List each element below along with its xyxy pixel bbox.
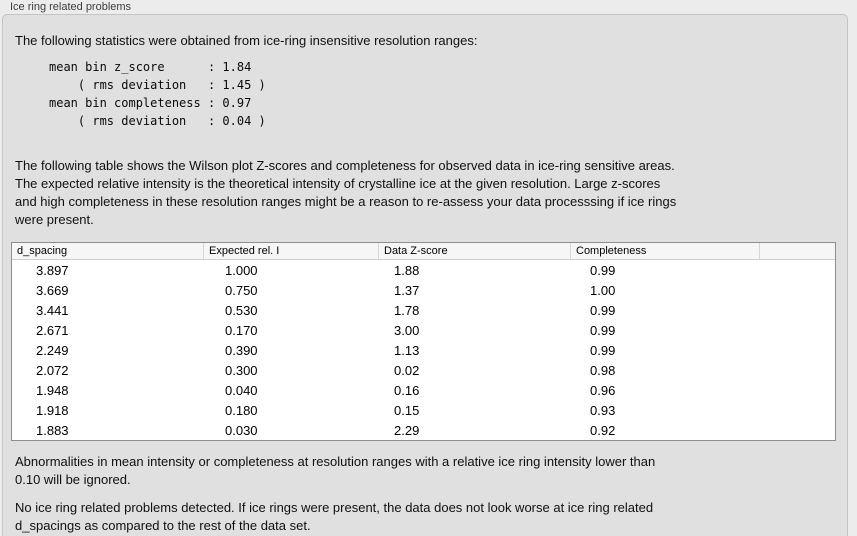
table-cell: 1.78 [394, 302, 420, 318]
column-header-expected-rel-i: Expected rel. I [203, 243, 378, 259]
table-cell: 3.441 [36, 302, 69, 318]
column-header-completeness: Completeness [570, 243, 759, 259]
table-cell: 0.98 [590, 362, 616, 378]
table-cell: 1.00 [590, 282, 616, 298]
table-cell: 0.15 [394, 402, 420, 418]
table-cell: 0.93 [590, 402, 616, 418]
table-cell: 0.99 [590, 262, 616, 278]
ignore-note-text: Abnormalities in mean intensity or compl… [15, 454, 656, 487]
table-cell: 0.02 [394, 362, 420, 378]
conclusion-text: No ice ring related problems detected. I… [15, 500, 654, 533]
table-cell: 0.170 [225, 322, 258, 338]
table-cell: 0.750 [225, 282, 258, 298]
table-cell: 2.249 [36, 342, 69, 358]
table-cell: 3.00 [394, 322, 420, 338]
table-cell: 0.99 [590, 342, 616, 358]
table-row[interactable]: 2.072 0.300 0.02 0.98 [12, 360, 835, 380]
table-cell: 0.16 [394, 382, 420, 398]
table-cell: 1.918 [36, 402, 69, 418]
table-cell: 0.390 [225, 342, 258, 358]
table-header-row: d_spacing Expected rel. I Data Z-score C… [12, 243, 835, 260]
intro-text: The following statistics were obtained f… [15, 33, 478, 48]
table-cell: 1.948 [36, 382, 69, 398]
column-header-empty [759, 243, 835, 259]
table-cell: 1.37 [394, 282, 420, 298]
table-cell: 0.96 [590, 382, 616, 398]
table-cell: 0.300 [225, 362, 258, 378]
table-row[interactable]: 3.897 1.000 1.88 0.99 [12, 260, 835, 280]
table-row[interactable]: 1.918 0.180 0.15 0.93 [12, 400, 835, 420]
table-cell: 0.99 [590, 302, 616, 318]
column-header-d-spacing: d_spacing [17, 245, 68, 257]
table-row[interactable]: 2.249 0.390 1.13 0.99 [12, 340, 835, 360]
table-cell: 1.883 [36, 422, 69, 438]
table-cell: 0.180 [225, 402, 258, 418]
table-cell: 2.671 [36, 322, 69, 338]
table-cell: 0.530 [225, 302, 258, 318]
table-cell: 2.29 [394, 422, 420, 438]
table-cell: 1.000 [225, 262, 258, 278]
table-cell: 0.92 [590, 422, 616, 438]
column-header-data-z-score: Data Z-score [378, 243, 570, 259]
table-row[interactable]: 1.948 0.040 0.16 0.96 [12, 380, 835, 400]
table-row[interactable]: 3.441 0.530 1.78 0.99 [12, 300, 835, 320]
panel-title: Ice ring related problems [10, 1, 132, 13]
table-cell: 0.030 [225, 422, 258, 438]
table-cell: 2.072 [36, 362, 69, 378]
table-cell: 0.040 [225, 382, 258, 398]
table-cell: 3.669 [36, 282, 69, 298]
table-cell: 3.897 [36, 262, 69, 278]
table-cell: 0.99 [590, 322, 616, 338]
table-cell: 1.88 [394, 262, 420, 278]
ice-ring-panel: The following statistics were obtained f… [2, 14, 848, 536]
table-intro-text: The following table shows the Wilson plo… [15, 158, 677, 227]
table-body: 3.897 1.000 1.88 0.99 3.669 0.750 1.37 1.00 3.44… [12, 260, 835, 440]
table-row[interactable]: 1.883 0.030 2.29 0.92 [12, 420, 835, 440]
stats-block: mean bin z_score : 1.84 ( rms deviation … [49, 60, 266, 128]
table-cell: 1.13 [394, 342, 420, 358]
ice-ring-table: d_spacing Expected rel. I Data Z-score C… [11, 242, 836, 441]
table-row[interactable]: 2.671 0.170 3.00 0.99 [12, 320, 835, 340]
table-row[interactable]: 3.669 0.750 1.37 1.00 [12, 280, 835, 300]
